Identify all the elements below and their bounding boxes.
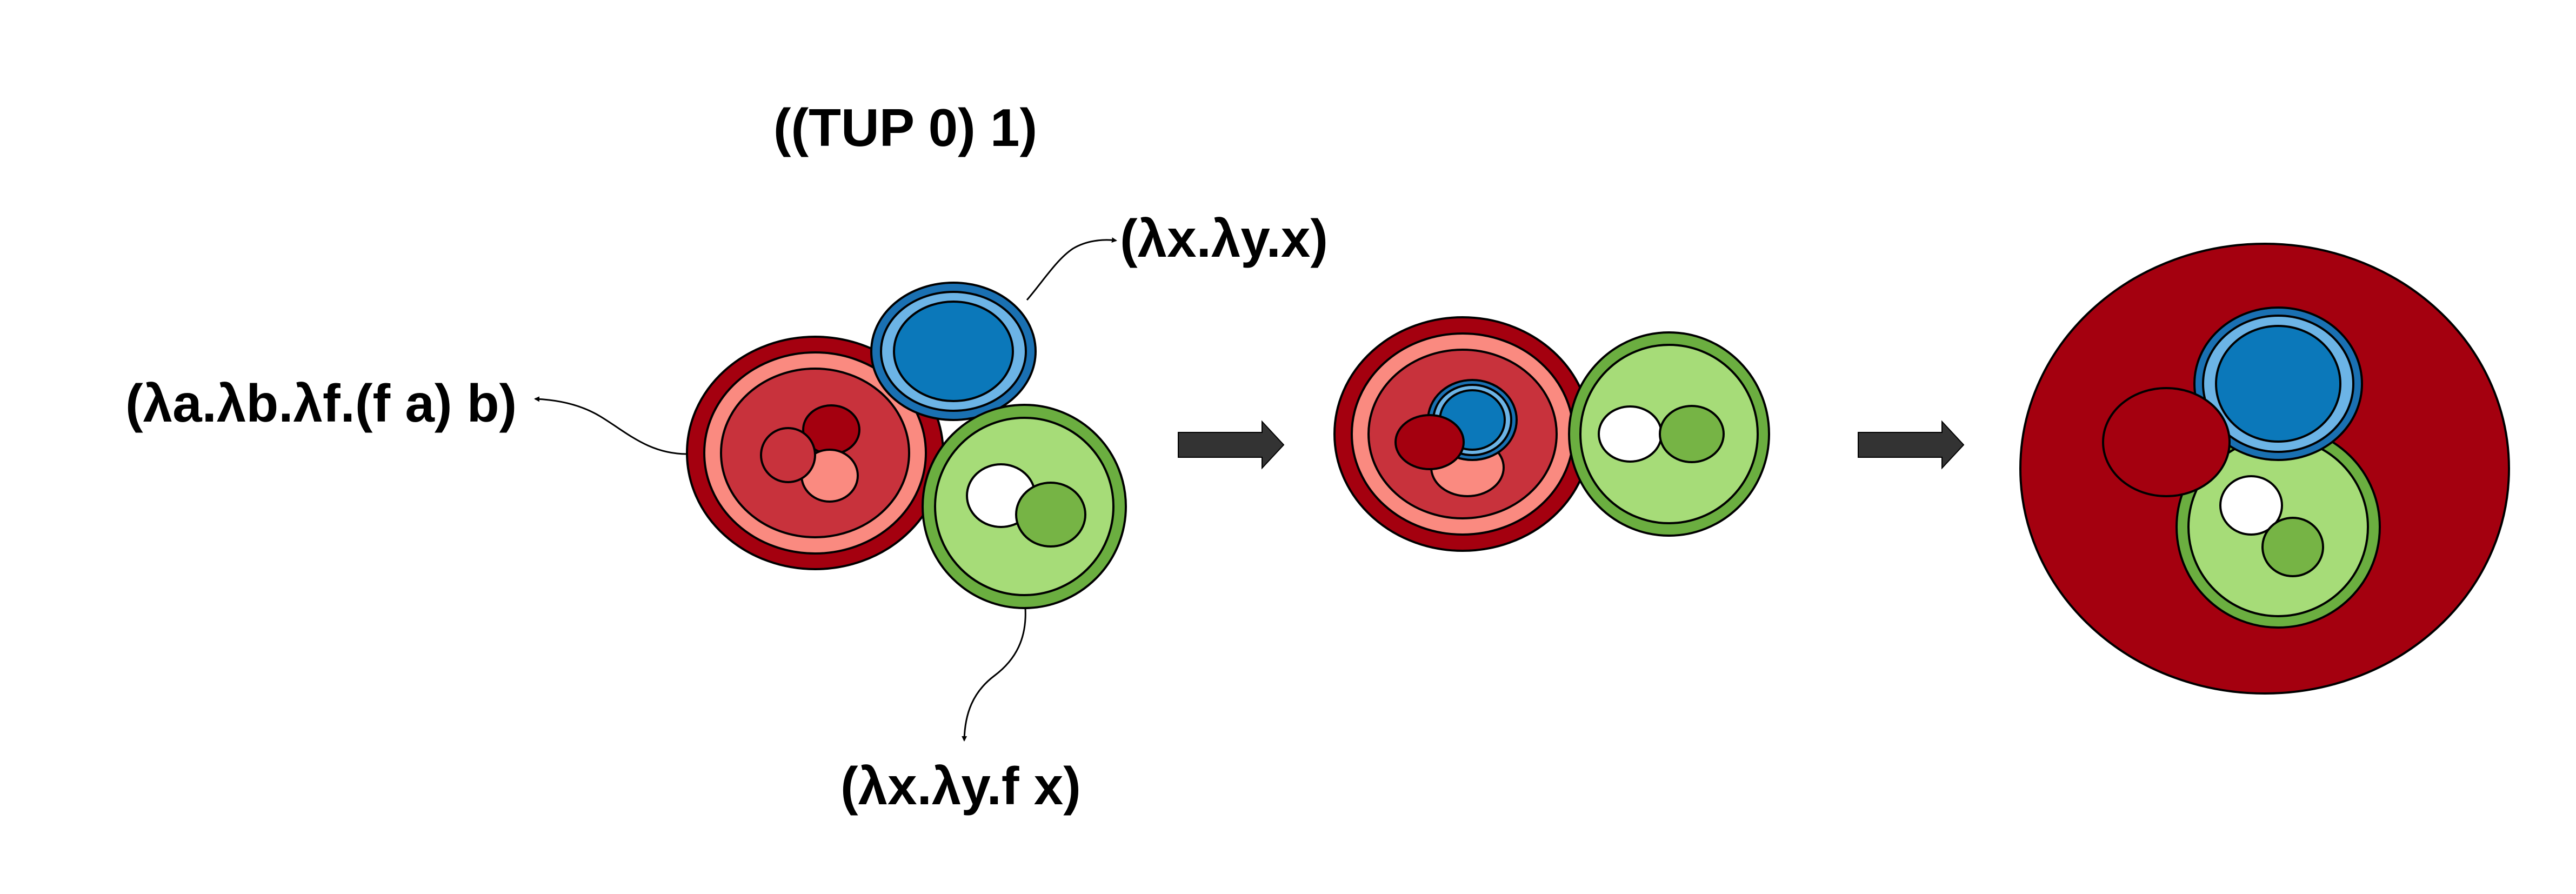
tup-bubble [686,336,944,570]
result-red-var [2102,387,2231,497]
one2-var-white [1598,405,1663,463]
stage-2-partial-reduction [1333,316,1770,552]
stage-1-application [686,282,1127,609]
one-connector [962,608,1026,742]
tup-connector [534,396,688,455]
result-zero-bubble [2193,306,2363,461]
zero-connector [1026,237,1117,301]
result-zero-inner [2215,325,2341,443]
tup-bubble-reduced [1333,316,1592,552]
one-bubble-stage-2 [1568,331,1770,537]
one-bubble [922,404,1127,609]
result-one-bubble [2175,425,2381,629]
one2-var-green [1659,405,1725,463]
reduction-arrow-2 [1858,420,1965,470]
result-one-var-green [2261,517,2324,577]
zero-inner-ring [893,301,1014,402]
one-term-label: (λx.λy.f x) [840,756,1081,816]
stage-1-labels: (λa.λb.λf.(f a) b) (λx.λy.x) (λx.λy.f x) [125,209,1328,816]
tup2-var-a [1394,414,1465,470]
result-one-var-white [2219,475,2283,536]
stage-3-result [2019,243,2510,695]
zero-bubble [870,282,1037,421]
tup-term-label: (λa.λb.λf.(f a) b) [125,373,517,433]
one-var-green [1015,482,1086,548]
diagram-title: ((TUP 0) 1) [773,98,1037,157]
tup-var-f [760,427,816,483]
reduction-arrow-1 [1178,420,1285,470]
zero-term-label: (λx.λy.x) [1120,209,1328,268]
